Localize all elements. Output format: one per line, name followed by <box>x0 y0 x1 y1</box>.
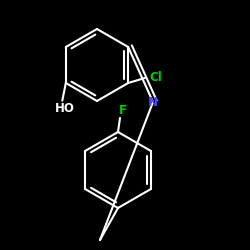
Text: N: N <box>148 96 158 108</box>
Text: Cl: Cl <box>149 71 162 84</box>
Text: F: F <box>119 104 127 117</box>
Text: HO: HO <box>55 102 75 115</box>
